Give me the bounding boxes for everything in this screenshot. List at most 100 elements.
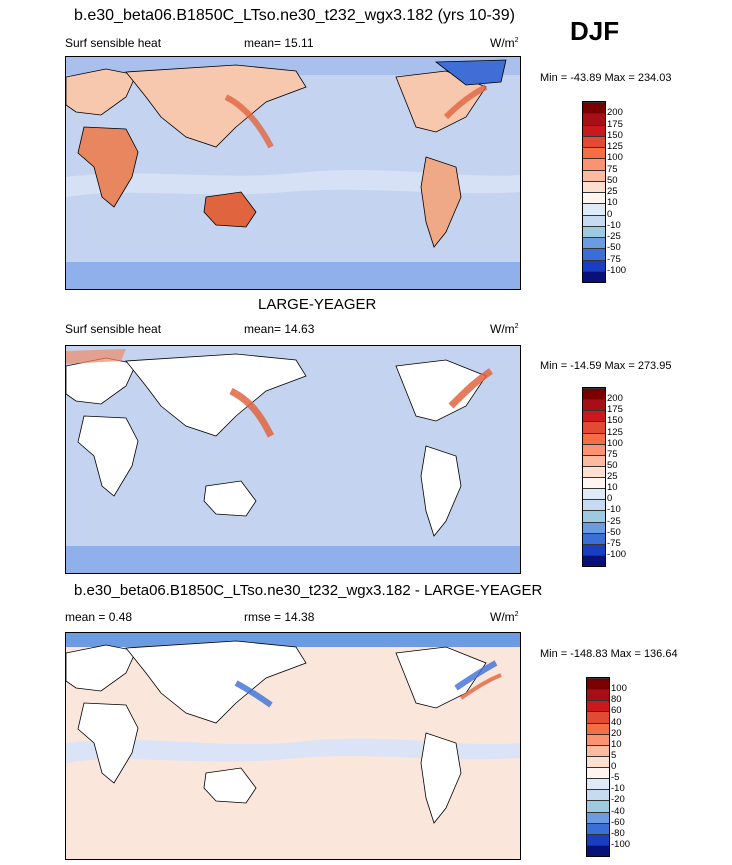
colorbar-tick-label: 10 bbox=[607, 197, 618, 209]
colorbar-tick-label: -10 bbox=[607, 504, 621, 516]
colorbar-segment bbox=[583, 270, 605, 282]
colorbar-segment bbox=[587, 744, 609, 756]
colorbar-segment bbox=[583, 410, 605, 422]
colorbar-tick-label: 40 bbox=[611, 716, 622, 728]
panel2-minmax: Min = -14.59 Max = 273.95 bbox=[540, 360, 672, 372]
colorbar-tick-label: -75 bbox=[607, 537, 621, 549]
figure-title: b.e30_beta06.B1850C_LTso.ne30_t232_wgx3.… bbox=[74, 7, 515, 24]
colorbar-segment bbox=[583, 443, 605, 455]
colorbar-tick-label: 25 bbox=[607, 471, 618, 482]
colorbar-tick-label: -100 bbox=[611, 838, 631, 850]
colorbar-segment bbox=[587, 678, 609, 690]
colorbar-tick-label: 200 bbox=[607, 107, 623, 119]
colorbar-segment bbox=[587, 800, 609, 812]
colorbar-tick-label: -10 bbox=[611, 783, 625, 795]
panel3-mean: mean = 0.48 bbox=[65, 610, 133, 624]
panel3-minmax: Min = -148.83 Max = 136.64 bbox=[540, 648, 678, 660]
colorbar-segment bbox=[583, 180, 605, 192]
colorbar-segment bbox=[587, 722, 609, 734]
colorbar-tick-label: -50 bbox=[607, 526, 621, 538]
colorbar-segment bbox=[583, 465, 605, 477]
colorbar-segment bbox=[583, 532, 605, 544]
colorbar-tick-label: 10 bbox=[611, 738, 622, 750]
colorbar-segment bbox=[583, 554, 605, 566]
panel1-units: W/m2 bbox=[490, 36, 519, 50]
colorbar-segment bbox=[587, 822, 609, 834]
colorbar-segment bbox=[587, 789, 609, 801]
colorbar-segment bbox=[583, 477, 605, 489]
colorbar-tick-label: 125 bbox=[607, 141, 623, 152]
colorbar-tick-label: -25 bbox=[607, 231, 621, 242]
colorbar-tick-label: 200 bbox=[607, 393, 623, 405]
colorbar-tick-label: 150 bbox=[607, 415, 623, 427]
colorbar-tick-label: 150 bbox=[607, 129, 623, 141]
colorbar-tick-label: -60 bbox=[611, 816, 625, 828]
colorbar-segment bbox=[583, 203, 605, 215]
colorbar-segment bbox=[583, 421, 605, 433]
colorbar-segment bbox=[583, 510, 605, 522]
colorbar-tick-label: 80 bbox=[611, 694, 622, 706]
colorbar-tick-label: -80 bbox=[611, 827, 625, 839]
panel2-units: W/m2 bbox=[490, 322, 519, 336]
colorbar-segment bbox=[583, 158, 605, 170]
colorbar-tick-label: 10 bbox=[607, 482, 618, 494]
colorbar-segment bbox=[587, 778, 609, 790]
colorbar-segment bbox=[587, 700, 609, 712]
panel3-map bbox=[65, 632, 521, 860]
colorbar-tick-label: -10 bbox=[607, 219, 621, 231]
colorbar-tick-label: 50 bbox=[607, 459, 618, 471]
panel3-rmse: rmse = 14.38 bbox=[244, 610, 315, 624]
colorbar-segment bbox=[583, 499, 605, 511]
colorbar-segment bbox=[583, 399, 605, 411]
colorbar-tick-label: 0 bbox=[611, 761, 617, 772]
colorbar-tick-label: 125 bbox=[607, 426, 623, 438]
panel1-minmax: Min = -43.89 Max = 234.03 bbox=[540, 72, 672, 84]
colorbar-tick-label: 20 bbox=[611, 727, 622, 739]
colorbar-segment bbox=[583, 192, 605, 204]
colorbar-segment bbox=[583, 124, 605, 136]
panel1-map bbox=[65, 56, 521, 290]
colorbar-tick-label: 0 bbox=[607, 208, 613, 220]
colorbar-tick-label: 100 bbox=[611, 683, 627, 695]
colorbar-segment bbox=[583, 102, 605, 114]
panel3-units: W/m2 bbox=[490, 610, 519, 624]
colorbar-segment bbox=[583, 214, 605, 226]
colorbar-segment bbox=[583, 147, 605, 159]
colorbar-segment bbox=[583, 135, 605, 147]
colorbar-tick-label: 175 bbox=[607, 118, 623, 130]
panel2-colorbar: 200 175 150 125 100 75 50 25 10 0 -10 -25 -50 -75 -100 bbox=[582, 387, 626, 567]
colorbar-tick-label: 0 bbox=[607, 493, 613, 505]
colorbar-segment bbox=[583, 388, 605, 400]
colorbar-segment bbox=[587, 689, 609, 701]
colorbar-tick-label: 100 bbox=[607, 152, 623, 164]
colorbar-segment bbox=[583, 432, 605, 444]
colorbar-tick-label: -100 bbox=[607, 548, 627, 560]
panel2-map bbox=[65, 345, 521, 574]
colorbar-tick-label: -40 bbox=[611, 805, 625, 817]
panel1-colorbar: 200 175 150 125 100 75 50 25 10 0 -10 -25 -50 -75 -100 bbox=[582, 101, 626, 283]
colorbar-segment bbox=[587, 844, 609, 856]
panel2-title: LARGE-YEAGER bbox=[258, 296, 377, 313]
panel2-mean: mean= 14.63 bbox=[244, 322, 315, 336]
colorbar-segment bbox=[583, 259, 605, 271]
colorbar-segment bbox=[587, 833, 609, 845]
colorbar-segment bbox=[583, 521, 605, 533]
colorbar-tick-label: 175 bbox=[607, 404, 623, 416]
colorbar-segment bbox=[587, 811, 609, 823]
colorbar-tick-label: -50 bbox=[607, 242, 621, 254]
colorbar-tick-label: 60 bbox=[611, 705, 622, 717]
colorbar-segment bbox=[587, 755, 609, 767]
colorbar-segment bbox=[583, 225, 605, 237]
colorbar-segment bbox=[587, 767, 609, 779]
panel3-colorbar: 100 80 60 40 20 10 5 0 -5 -10 -20 -40 -60 -80 -100 bbox=[586, 677, 630, 857]
colorbar-segment bbox=[583, 237, 605, 249]
season-label: DJF bbox=[570, 16, 620, 46]
colorbar-tick-label: -5 bbox=[611, 772, 620, 784]
colorbar-segment bbox=[587, 711, 609, 723]
colorbar-segment bbox=[583, 169, 605, 181]
panel3-title: b.e30_beta06.B1850C_LTso.ne30_t232_wgx3.… bbox=[74, 582, 543, 599]
colorbar-segment bbox=[583, 488, 605, 500]
colorbar-tick-label: 75 bbox=[607, 448, 618, 460]
colorbar-tick-label: -25 bbox=[607, 515, 621, 527]
colorbar-segment bbox=[583, 454, 605, 466]
